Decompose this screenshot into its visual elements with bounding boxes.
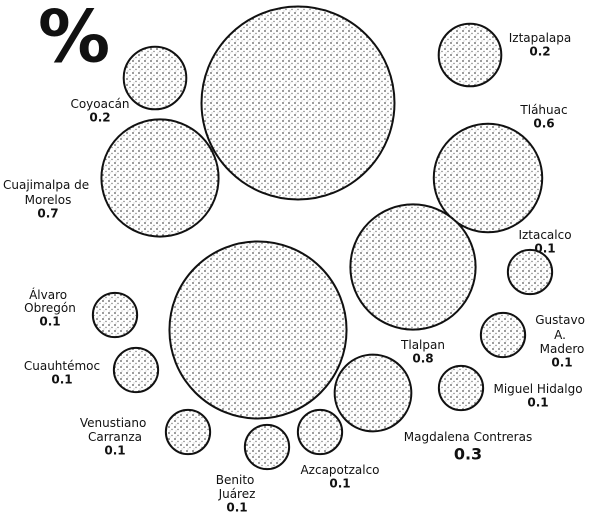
bubble-label: Álvaro Obregón bbox=[24, 287, 76, 315]
bubble bbox=[350, 204, 475, 329]
bubble bbox=[439, 24, 502, 87]
value-label: 0.1 bbox=[51, 373, 72, 387]
bubble-label: Gustavo A. Madero bbox=[535, 313, 588, 356]
bubble-label: Azcapotzalco bbox=[300, 463, 379, 477]
chart-title: % bbox=[38, 0, 110, 79]
value-label: 0.1 bbox=[551, 356, 572, 370]
bubble bbox=[439, 366, 483, 410]
bubble-label: Magdalena Contreras bbox=[404, 430, 532, 444]
bubble bbox=[298, 410, 342, 454]
bubble-label: Coyoacán bbox=[70, 97, 129, 111]
bubble-label: Iztacalco bbox=[518, 228, 571, 242]
value-label: 0.1 bbox=[226, 501, 247, 515]
bubble-label: Tlalpan bbox=[400, 338, 445, 352]
bubble bbox=[508, 250, 552, 294]
value-label: 0.8 bbox=[412, 352, 433, 366]
bubble bbox=[481, 313, 525, 357]
bubble bbox=[202, 7, 395, 200]
bubble bbox=[166, 410, 210, 454]
bubble-label: Miguel Hidalgo bbox=[493, 382, 582, 396]
bubble bbox=[101, 119, 218, 236]
value-label: 0.2 bbox=[529, 45, 550, 59]
value-label: 0.6 bbox=[533, 117, 554, 131]
value-label: 0.7 bbox=[37, 207, 58, 221]
bubble bbox=[124, 47, 187, 110]
bubble-label: Tláhuac bbox=[519, 103, 567, 117]
bubble-label: Venustiano Carranza bbox=[80, 416, 150, 444]
bubble bbox=[335, 355, 412, 432]
bubble-label: Cuajimalpa de Morelos bbox=[3, 178, 93, 207]
value-label: 0.1 bbox=[527, 396, 548, 410]
bubble bbox=[169, 241, 346, 418]
bubble-label: Cuauhtémoc bbox=[24, 359, 100, 373]
bubble bbox=[93, 293, 137, 337]
bubble bbox=[245, 425, 289, 469]
value-label: 0.3 bbox=[454, 445, 482, 464]
bubble bbox=[114, 348, 158, 392]
chart: % Coyoacán0.2Iztapalapa0.2Tláhuac0.6Cuaj… bbox=[0, 0, 608, 523]
value-label: 0.1 bbox=[329, 477, 350, 491]
value-label: 0.1 bbox=[104, 444, 125, 458]
value-label: 0.1 bbox=[39, 315, 60, 329]
bubble-label: Iztapalapa bbox=[509, 31, 572, 45]
value-label: 0.1 bbox=[534, 242, 555, 256]
bubble-label: Benito Juárez bbox=[216, 473, 258, 501]
value-label: 0.2 bbox=[89, 111, 110, 125]
